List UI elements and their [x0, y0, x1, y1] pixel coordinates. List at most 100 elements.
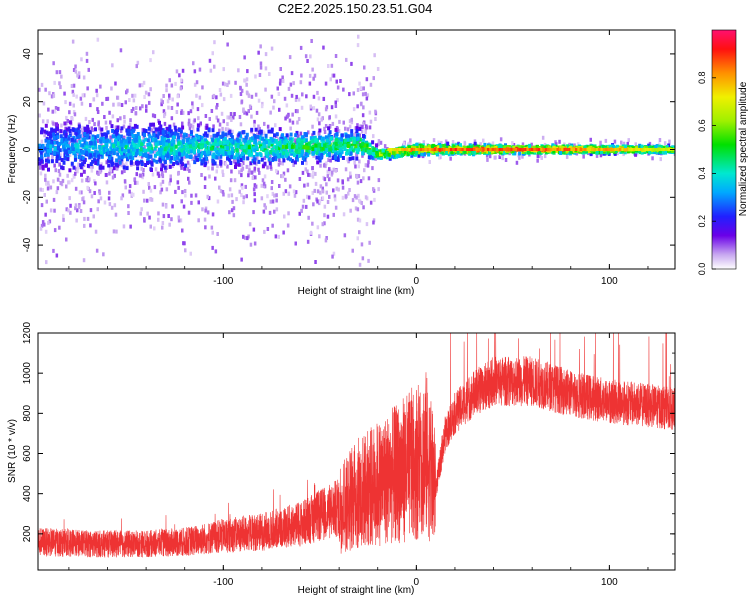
spectrogram-cell — [105, 180, 109, 185]
spectrogram-cell — [356, 136, 360, 141]
spectrogram-cell — [194, 193, 198, 198]
spectrogram-cell — [213, 64, 216, 69]
spectrogram-cell — [354, 206, 358, 211]
spectrogram-cell — [475, 148, 478, 151]
spectrogram-cell — [651, 156, 654, 161]
spectrogram-cell — [91, 145, 95, 150]
spectrogram-cell — [601, 145, 605, 149]
spectrogram-cell — [83, 140, 87, 145]
spectrogram-cell — [148, 143, 152, 148]
spectrogram-cell — [352, 107, 356, 112]
spectrogram-cell — [275, 207, 279, 212]
spectrogram-cell — [257, 128, 260, 133]
spectrogram-cell — [291, 120, 295, 125]
spectrogram-cell — [75, 218, 78, 223]
spectrogram-cell — [219, 144, 223, 149]
spectrogram-cell — [473, 141, 477, 146]
spectrogram-cell — [152, 50, 155, 55]
spectrogram-cell — [356, 43, 360, 48]
spectrogram-cell — [332, 188, 335, 193]
spectrogram-cell — [125, 128, 129, 133]
spectrogram-cell — [314, 260, 317, 264]
spectrogram-cell — [261, 136, 265, 141]
spectrogram-cell — [237, 132, 241, 137]
spectrogram-cell — [296, 109, 299, 114]
spectrogram-cell — [494, 155, 497, 160]
spectrogram-cell — [79, 163, 83, 168]
spectrogram-cell — [323, 126, 326, 131]
spectrogram-cell — [531, 150, 534, 155]
spectrogram-cell — [90, 194, 94, 199]
spectrogram-cell — [111, 148, 114, 153]
spectrogram-cell — [247, 93, 251, 98]
spectrogram-cell — [133, 138, 137, 143]
spectrogram-cell — [360, 201, 363, 205]
spectrogram-cell — [334, 142, 338, 146]
spectrogram-cell — [254, 142, 258, 147]
spectrogram-cell — [142, 128, 146, 133]
spectrogram-cell — [328, 147, 332, 152]
spectrogram-cell — [191, 105, 195, 110]
spectrogram-cell — [247, 109, 250, 113]
spectrogram-cell — [262, 140, 266, 145]
spectrogram-cell — [59, 85, 62, 90]
spectrogram-cell — [45, 130, 49, 135]
spectrogram-cell — [192, 137, 196, 142]
spectrogram-cell — [91, 117, 94, 122]
spectrogram-cell — [58, 148, 62, 153]
spectrogram-cell — [99, 139, 103, 144]
spectrogram-cell — [260, 183, 263, 188]
spectrogram-cell — [415, 145, 419, 150]
spectrogram-cell — [166, 99, 170, 104]
spectrogram-cell — [300, 153, 304, 158]
spectrogram-cell — [235, 152, 239, 157]
spectrogram-cell — [132, 192, 135, 197]
spectrogram-cell — [160, 167, 163, 172]
spectrogram-cell — [129, 224, 132, 229]
spectrogram-cell — [301, 156, 305, 161]
spectrogram-cell — [288, 143, 292, 148]
spectrogram-cell — [248, 149, 251, 154]
spectrogram-cell — [353, 146, 357, 151]
spectrogram-cell — [549, 148, 552, 151]
spectrogram-cell — [151, 172, 155, 177]
spectrogram-cell — [317, 143, 321, 147]
spectrogram-cell — [43, 129, 47, 134]
spectrogram-cell — [491, 149, 495, 154]
spectrogram-cell — [253, 166, 257, 171]
spectrogram-cell — [40, 130, 43, 135]
spectrogram-cell — [93, 158, 97, 163]
spectrogram-cell — [366, 149, 370, 154]
spectrogram-cell — [626, 148, 629, 151]
spectrogram-cell — [126, 88, 129, 93]
spectrogram-cell — [129, 145, 133, 150]
spectrogram-cell — [348, 92, 351, 97]
spectrogram-cell — [48, 91, 51, 96]
spectrogram-cell — [201, 103, 204, 108]
spectrogram-cell — [372, 76, 375, 81]
spectrogram-cell — [294, 97, 298, 102]
spectrogram-cell — [303, 183, 306, 188]
spectrogram-cell — [210, 225, 214, 230]
spectrogram-cell — [473, 148, 476, 151]
spectrogram-cell — [122, 142, 126, 147]
spectrogram-cell — [324, 135, 328, 140]
spectrogram-cell — [575, 148, 578, 151]
spectrogram-cell — [74, 64, 77, 69]
spectrogram-cell — [124, 100, 127, 105]
spectrogram-cell — [71, 147, 75, 152]
spectrogram-cell — [214, 176, 217, 181]
spectrogram-cell — [357, 164, 360, 169]
spectrogram-cell — [275, 198, 278, 203]
spectrogram-cell — [187, 149, 190, 154]
spectrogram-cell — [344, 126, 347, 131]
spectrogram-cell — [86, 185, 89, 190]
spectrogram-cell — [328, 177, 331, 182]
spectrogram-cell — [176, 180, 180, 185]
spectrogram-cell — [182, 134, 186, 139]
spectrogram-cell — [282, 140, 286, 145]
spectrogram-cell — [388, 156, 392, 161]
spectrogram-cell — [131, 134, 135, 139]
spectrogram-cell — [445, 144, 449, 149]
spectrogram-cell — [166, 134, 169, 138]
